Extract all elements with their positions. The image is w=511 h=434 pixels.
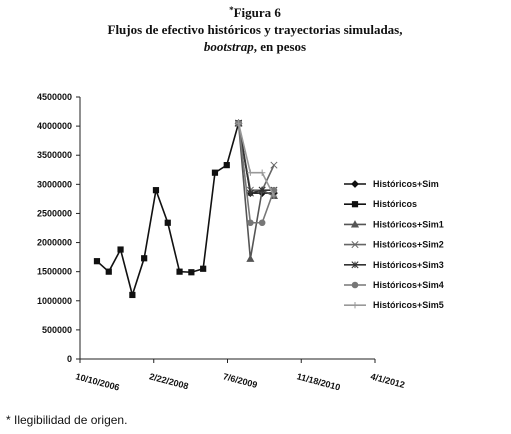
- y-tick-label: 2500000: [37, 208, 72, 218]
- subtitle-2: bootstrap, en pesos: [204, 39, 306, 54]
- marker-plus: [258, 169, 266, 176]
- x-tick-label: 4/1/2012: [369, 371, 405, 390]
- marker-square: [200, 265, 207, 272]
- legend-label: Históricos+Sim1: [373, 219, 444, 229]
- legend-label: Históricos+Sim5: [373, 300, 444, 310]
- subtitle-italic: bootstrap: [204, 39, 254, 54]
- y-tick-label: 3500000: [37, 150, 72, 160]
- figure-label: Figura 6: [234, 5, 282, 20]
- y-tick-label: 500000: [42, 325, 72, 335]
- marker-square: [117, 246, 124, 253]
- y-tick-label: 3000000: [37, 179, 72, 189]
- marker-star: [258, 186, 266, 194]
- marker-cross: [351, 241, 359, 249]
- marker-plus: [270, 192, 278, 200]
- marker-diamond: [351, 180, 359, 188]
- y-tick-label: 0: [67, 354, 72, 364]
- x-tick-label: 2/22/2008: [148, 371, 189, 391]
- marker-square: [176, 268, 183, 275]
- marker-plus: [247, 169, 254, 176]
- marker-square: [164, 219, 171, 226]
- series: [93, 120, 242, 299]
- figure-heading: *Figura 6: [229, 5, 281, 20]
- marker-star: [351, 261, 359, 269]
- marker-square: [223, 162, 230, 169]
- legend-label: Históricos+Sim: [373, 179, 439, 189]
- y-tick-label: 2000000: [37, 238, 72, 248]
- marker-square: [211, 169, 219, 176]
- figure-mark: *: [229, 5, 234, 15]
- subtitle-rest: , en pesos: [254, 39, 306, 54]
- marker-square: [129, 291, 136, 299]
- marker-cross: [270, 161, 278, 169]
- series-line: [96, 122, 240, 298]
- marker-circle: [258, 219, 266, 227]
- marker-circle: [351, 281, 359, 289]
- marker-square: [141, 255, 148, 262]
- y-tick-label: 1500000: [37, 267, 72, 277]
- marker-triangle: [246, 254, 255, 262]
- marker-square: [351, 201, 359, 208]
- series-line: [237, 123, 275, 259]
- marker-square: [188, 269, 195, 276]
- footnote: * Ilegibilidad de origen.: [6, 413, 127, 427]
- legend-label: Históricos: [373, 199, 417, 209]
- series-line: [237, 123, 274, 195]
- x-tick-label: 7/6/2009: [222, 371, 258, 390]
- x-tick-label: 11/18/2010: [296, 371, 342, 392]
- marker-star: [246, 189, 254, 197]
- legend-label: Históricos+Sim2: [373, 240, 444, 250]
- marker-square: [152, 187, 160, 194]
- x-tick-label: 10/10/2006: [74, 371, 120, 392]
- series-line: [237, 123, 275, 224]
- subtitle: Flujos de efectivo históricos y trayecto…: [108, 22, 403, 37]
- marker-plus: [235, 120, 242, 127]
- legend-label: Históricos+Sim3: [373, 260, 444, 270]
- marker-square: [105, 268, 112, 275]
- marker-plus: [351, 302, 359, 309]
- y-tick-label: 4000000: [37, 121, 72, 131]
- y-tick-label: 1000000: [37, 296, 72, 306]
- series-line: [237, 123, 275, 197]
- legend-label: Históricos+Sim4: [373, 280, 444, 290]
- marker-square: [93, 258, 101, 265]
- marker-triangle: [350, 220, 360, 228]
- series: [235, 120, 278, 200]
- y-tick-label: 4500000: [37, 92, 72, 102]
- marker-circle: [247, 219, 254, 227]
